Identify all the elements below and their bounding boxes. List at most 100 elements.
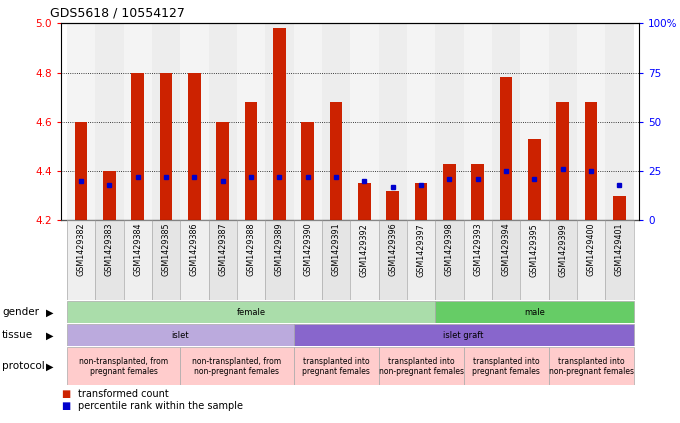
- Bar: [443, 164, 456, 220]
- Bar: [549, 23, 577, 220]
- Bar: [500, 77, 513, 220]
- Bar: [435, 220, 464, 300]
- Text: ▶: ▶: [46, 330, 54, 341]
- Bar: [492, 23, 520, 220]
- Bar: [180, 220, 209, 300]
- Bar: [549, 347, 634, 385]
- Text: GSM1429389: GSM1429389: [275, 223, 284, 277]
- Text: non-transplanted, from
pregnant females: non-transplanted, from pregnant females: [79, 357, 168, 376]
- Bar: [301, 122, 314, 220]
- Bar: [152, 220, 180, 300]
- Bar: [330, 102, 343, 220]
- Bar: [265, 23, 294, 220]
- Text: GSM1429392: GSM1429392: [360, 223, 369, 277]
- Text: GSM1429384: GSM1429384: [133, 223, 142, 276]
- Bar: [237, 23, 265, 220]
- Bar: [464, 23, 492, 220]
- Bar: [577, 220, 605, 300]
- Bar: [131, 73, 144, 220]
- Bar: [180, 23, 209, 220]
- Bar: [407, 220, 435, 300]
- Text: male: male: [524, 308, 545, 317]
- Bar: [435, 302, 634, 324]
- Bar: [613, 196, 626, 220]
- Bar: [585, 102, 598, 220]
- Bar: [358, 184, 371, 220]
- Bar: [265, 220, 294, 300]
- Bar: [379, 220, 407, 300]
- Bar: [216, 122, 229, 220]
- Text: GSM1429388: GSM1429388: [247, 223, 256, 276]
- Text: GDS5618 / 10554127: GDS5618 / 10554127: [50, 6, 184, 19]
- Bar: [209, 23, 237, 220]
- Text: GSM1429399: GSM1429399: [558, 223, 567, 277]
- Bar: [67, 302, 435, 324]
- Bar: [152, 23, 180, 220]
- Text: GSM1429395: GSM1429395: [530, 223, 539, 277]
- Text: female: female: [237, 308, 266, 317]
- Text: GSM1429385: GSM1429385: [162, 223, 171, 277]
- Bar: [273, 28, 286, 220]
- Bar: [95, 23, 124, 220]
- Text: non-transplanted, from
non-pregnant females: non-transplanted, from non-pregnant fema…: [192, 357, 282, 376]
- Text: GSM1429390: GSM1429390: [303, 223, 312, 277]
- Bar: [160, 73, 173, 220]
- Bar: [415, 184, 428, 220]
- Text: GSM1429383: GSM1429383: [105, 223, 114, 276]
- Bar: [350, 23, 379, 220]
- Bar: [471, 164, 484, 220]
- Bar: [124, 23, 152, 220]
- Bar: [124, 220, 152, 300]
- Text: GSM1429394: GSM1429394: [502, 223, 511, 277]
- Bar: [294, 220, 322, 300]
- Text: percentile rank within the sample: percentile rank within the sample: [78, 401, 243, 411]
- Text: transformed count: transformed count: [78, 389, 169, 399]
- Text: ▶: ▶: [46, 308, 54, 317]
- Bar: [67, 347, 180, 385]
- Text: ▶: ▶: [46, 361, 54, 371]
- Text: GSM1429397: GSM1429397: [417, 223, 426, 277]
- Text: protocol: protocol: [2, 361, 45, 371]
- Bar: [245, 102, 258, 220]
- Text: ■: ■: [61, 389, 71, 399]
- Bar: [605, 23, 634, 220]
- Bar: [294, 23, 322, 220]
- Bar: [549, 220, 577, 300]
- Bar: [322, 220, 350, 300]
- Text: transplanted into
pregnant females: transplanted into pregnant females: [472, 357, 540, 376]
- Bar: [322, 23, 350, 220]
- Bar: [464, 347, 549, 385]
- Text: GSM1429393: GSM1429393: [473, 223, 482, 277]
- Bar: [350, 220, 379, 300]
- Bar: [379, 347, 464, 385]
- Bar: [379, 23, 407, 220]
- Text: GSM1429382: GSM1429382: [77, 223, 86, 277]
- Text: ■: ■: [61, 401, 71, 411]
- Bar: [75, 122, 88, 220]
- Text: GSM1429400: GSM1429400: [587, 223, 596, 276]
- Bar: [95, 220, 124, 300]
- Bar: [67, 220, 95, 300]
- Bar: [180, 347, 294, 385]
- Text: GSM1429391: GSM1429391: [332, 223, 341, 277]
- Bar: [464, 220, 492, 300]
- Bar: [556, 102, 569, 220]
- Bar: [67, 23, 95, 220]
- Text: transplanted into
non-pregnant females: transplanted into non-pregnant females: [379, 357, 464, 376]
- Bar: [407, 23, 435, 220]
- Bar: [103, 171, 116, 220]
- Bar: [294, 324, 634, 346]
- Text: GSM1429398: GSM1429398: [445, 223, 454, 277]
- Bar: [188, 73, 201, 220]
- Text: transplanted into
pregnant females: transplanted into pregnant females: [302, 357, 370, 376]
- Bar: [528, 139, 541, 220]
- Bar: [67, 324, 294, 346]
- Bar: [520, 23, 549, 220]
- Text: GSM1429401: GSM1429401: [615, 223, 624, 276]
- Text: GSM1429396: GSM1429396: [388, 223, 397, 277]
- Text: GSM1429387: GSM1429387: [218, 223, 227, 277]
- Bar: [605, 220, 634, 300]
- Bar: [492, 220, 520, 300]
- Text: tissue: tissue: [2, 330, 33, 341]
- Bar: [237, 220, 265, 300]
